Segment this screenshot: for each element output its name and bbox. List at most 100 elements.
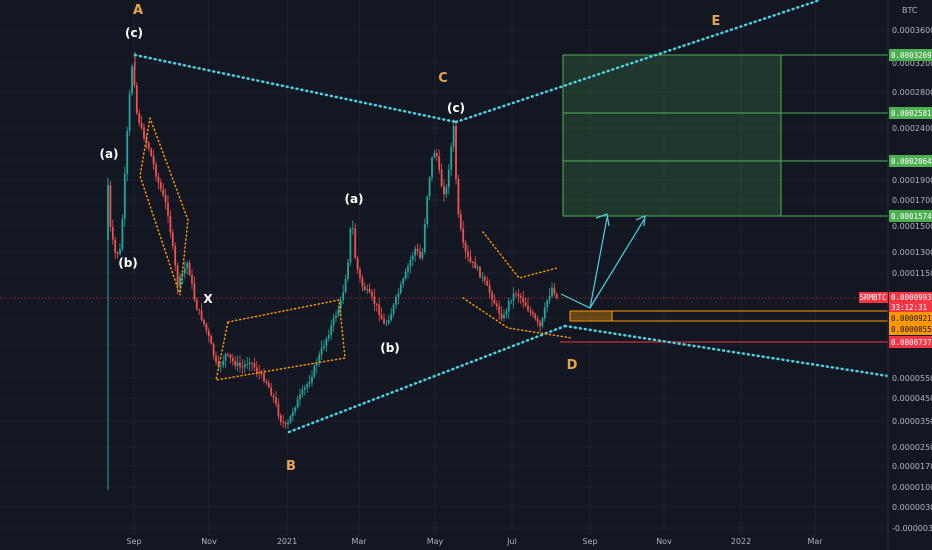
candle-body [541,318,544,327]
candle-body [255,367,258,373]
candles-layer [107,52,558,490]
candle-body [157,176,160,183]
candle-body [517,293,520,297]
price-tag-badge [889,107,932,119]
price-tags-layer: 0.00032696 0.00025817 0.00020648 0.00015747… [859,49,932,348]
candle-body [217,361,220,366]
candle-body [313,365,316,377]
price-tag-entry-zone: 0.00008555 [889,323,932,335]
candle-body [291,411,294,417]
price-tick-label: 0.00013000 [892,248,932,257]
target-zone [562,54,782,217]
candle-body [498,305,501,314]
price-tick-label: 0.00011500 [892,269,932,278]
candle-body [447,169,450,188]
time-tick-label: 2022 [731,537,751,546]
price-tag-badge [889,49,932,61]
candle-body [234,360,237,366]
candle-body [287,422,289,425]
candle-body [251,362,253,364]
candle-body [481,277,484,278]
candle-body [320,347,323,355]
price-tick-label: 0.00001700 [892,462,932,471]
candle-body [354,228,357,258]
candle-body [279,415,282,423]
candle-body [150,148,153,156]
candle-body [272,395,275,398]
wave-label-minor: (b) [380,341,400,355]
candle-body [289,416,292,423]
candle-body [248,362,251,365]
zones-layer [560,54,888,343]
candle-body [507,300,510,312]
candle-body [440,169,443,187]
price-tag-target: 0.00020648 [889,155,932,167]
candle-body [203,319,205,324]
candle-body [373,296,376,304]
candle-body [176,265,179,287]
candle-body [308,382,311,385]
candle-body [421,252,424,259]
candle-body [270,387,273,396]
candle-body [471,261,474,263]
candle-body [515,293,517,295]
candle-body [277,403,280,416]
candle-body [126,130,129,174]
candle-body [378,304,381,316]
price-tick-label: 0.00004500 [892,394,932,403]
price-axis[interactable]: 0.00036000 0.00032000 0.00028000 0.00024000… [887,0,932,550]
triangle-left [139,117,189,296]
price-tag-target: 0.00025817 [889,107,932,119]
candle-body [450,146,453,170]
price-tag-badge [889,312,932,324]
candle-body [455,126,457,179]
price-tick-label: 0.00024000 [892,124,932,133]
candle-body [332,317,335,326]
candle-body [123,173,126,219]
candle-body [488,285,491,293]
candle-body [200,310,203,320]
candle-body [260,373,263,375]
candle-body [241,366,244,368]
candle-body [531,312,534,315]
price-tick-label: 0.00015000 [892,222,932,231]
drawings-layer [133,0,890,434]
candle-body [253,363,256,368]
candle-body [236,362,239,366]
candle-body [318,354,321,364]
countdown-value: 33:12:31 [891,303,927,312]
candle-body [522,297,525,303]
candle-body [368,289,371,293]
price-tag-badge [889,323,932,335]
candle-body [366,289,369,290]
wave-label-major: D [567,358,578,373]
candle-body [503,314,505,319]
candle-body [301,389,304,395]
candle-body [529,310,532,313]
candle-body [464,242,467,252]
time-axis[interactable]: Sep Nov 2021 Mar May Jul Sep Nov 2022 Mar [126,537,823,546]
arrowhead-2 [635,215,646,227]
price-tag-entry-zone: 0.00009218 [889,312,932,324]
candle-body [431,157,433,178]
candle-body [263,373,265,382]
candle-body [243,364,246,367]
candle-body [335,315,337,318]
candle-body [546,300,549,308]
candle-body [375,303,378,305]
candle-body [397,293,400,297]
candle-body [553,287,556,294]
candle-body [207,330,210,337]
price-tick-label: 0.00001000 [892,483,932,492]
candle-body [474,261,477,268]
wave-label-minor: (a) [99,147,118,161]
candle-body [402,278,405,285]
candle-body [534,314,537,319]
candle-body [303,387,306,390]
candle-body [371,292,373,297]
trendline-a-c [133,53,458,124]
trendline-c-e [454,0,822,124]
candle-body [193,283,196,300]
time-tick-label: Mar [351,537,367,546]
